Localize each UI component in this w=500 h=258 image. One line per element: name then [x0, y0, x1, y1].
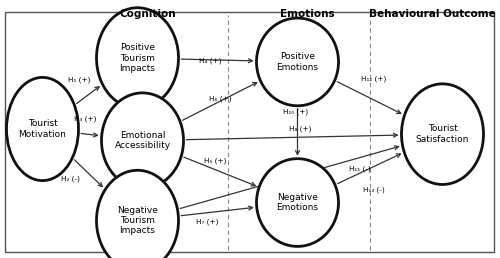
Text: H₈ (+): H₈ (+) — [289, 126, 311, 132]
Ellipse shape — [402, 84, 483, 184]
Text: H₁₁ (-): H₁₁ (-) — [349, 166, 371, 172]
Text: Cognition: Cognition — [119, 9, 176, 19]
Text: H₁₃ (-): H₁₃ (-) — [363, 187, 385, 194]
Text: H₄ (+): H₄ (+) — [199, 58, 221, 64]
Text: Behavioural Outcome: Behavioural Outcome — [369, 9, 496, 19]
Text: Emotional
Accessibility: Emotional Accessibility — [114, 131, 170, 150]
Text: H₁ (+): H₁ (+) — [68, 77, 90, 83]
Ellipse shape — [6, 77, 78, 181]
Text: Tourist
Satisfaction: Tourist Satisfaction — [416, 124, 469, 144]
Text: H₂ (-): H₂ (-) — [60, 175, 80, 182]
Text: Emotions: Emotions — [280, 9, 335, 19]
Text: Tourist
Motivation: Tourist Motivation — [18, 119, 66, 139]
Text: Positive
Tourism
Impacts: Positive Tourism Impacts — [120, 43, 156, 73]
Ellipse shape — [96, 170, 178, 258]
Ellipse shape — [102, 93, 184, 188]
Text: H₁₀ (+): H₁₀ (+) — [284, 109, 308, 116]
Ellipse shape — [256, 159, 338, 246]
Text: Positive
Emotions: Positive Emotions — [276, 52, 318, 72]
Text: Negative
Tourism
Impacts: Negative Tourism Impacts — [117, 206, 158, 236]
Text: Negative
Emotions: Negative Emotions — [276, 193, 318, 212]
Text: H₁₂ (+): H₁₂ (+) — [362, 75, 386, 82]
Text: H₃ (+): H₃ (+) — [74, 115, 96, 122]
Text: H₆ (+): H₆ (+) — [209, 95, 231, 102]
Text: H₅ (+): H₅ (+) — [204, 157, 226, 164]
Ellipse shape — [256, 18, 338, 106]
Ellipse shape — [96, 8, 178, 108]
Text: H₇ (+): H₇ (+) — [196, 219, 218, 225]
